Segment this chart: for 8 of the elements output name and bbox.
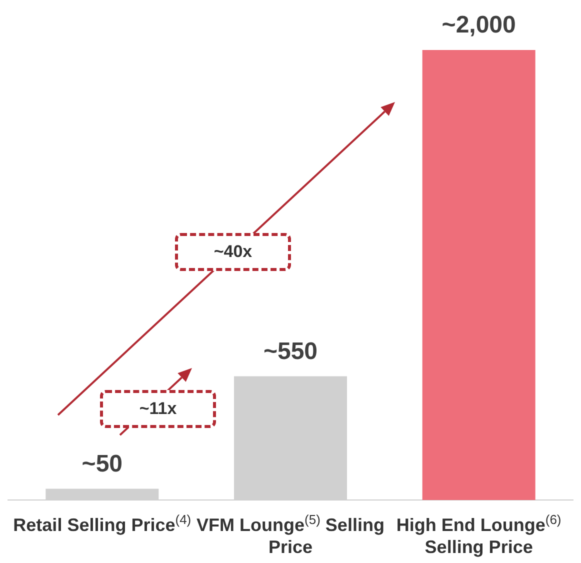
data-label: ~2,000 [442, 12, 516, 39]
x-tick-label: Retail Selling Price$^{(4)}$ [12, 512, 192, 536]
dashed-box: ~40x [175, 233, 291, 271]
data-label: ~550 [263, 338, 318, 365]
category-label: High End Lounge$^{(6)}$ Selling Price [396, 512, 562, 557]
x-tick-label: VFM Lounge$^{(5)}$ Selling Price [196, 512, 386, 558]
data-label: ~50 [82, 450, 123, 478]
dashed-box: ~11x [100, 390, 216, 428]
